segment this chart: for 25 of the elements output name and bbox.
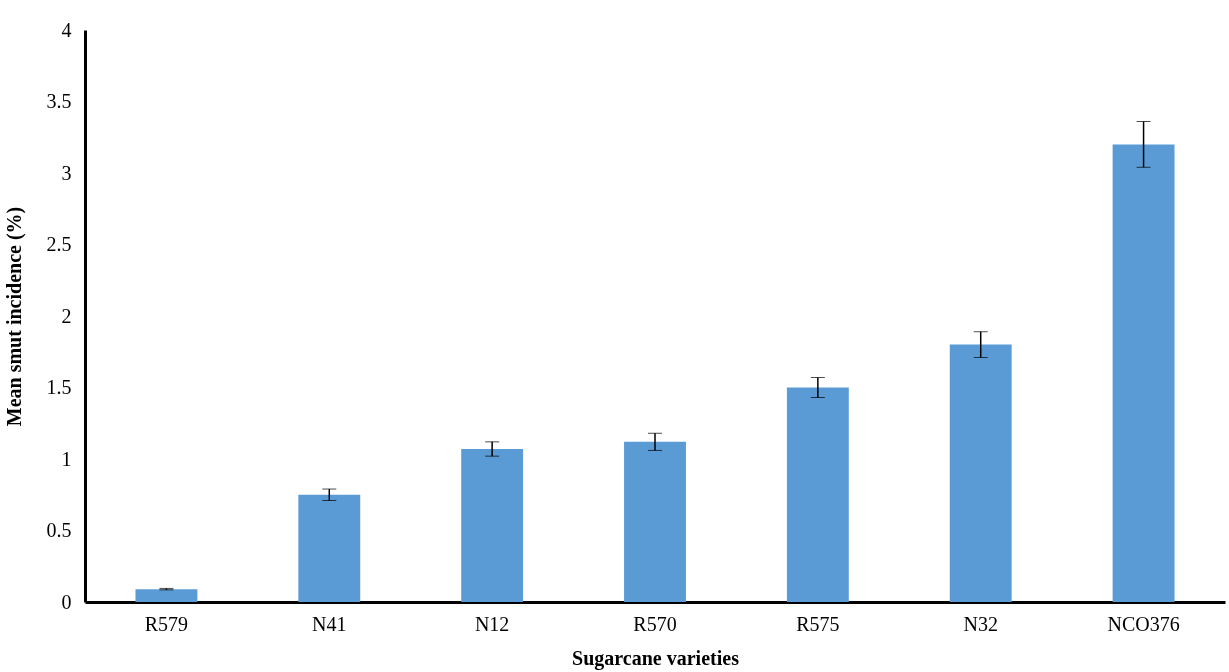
bar bbox=[949, 344, 1012, 602]
x-tick-label: R570 bbox=[633, 612, 677, 635]
bar bbox=[1112, 144, 1175, 602]
x-tick-label: N41 bbox=[312, 612, 347, 635]
y-tick-label: 0 bbox=[61, 590, 72, 613]
bar bbox=[135, 589, 198, 602]
x-tick-label: R579 bbox=[144, 612, 189, 635]
y-tick-label: 4 bbox=[61, 18, 72, 41]
x-tick-label: NCO376 bbox=[1107, 612, 1180, 635]
y-tick-label: 3 bbox=[61, 161, 72, 184]
bar bbox=[298, 494, 361, 602]
bar bbox=[461, 448, 524, 602]
y-tick-label: 3.5 bbox=[46, 90, 72, 112]
y-tick-label: 1 bbox=[61, 447, 72, 470]
y-axis-title: Mean smut incidence (%) bbox=[2, 206, 26, 427]
bar bbox=[786, 387, 849, 602]
x-tick-label: N32 bbox=[963, 612, 998, 635]
y-tick-label: 0.5 bbox=[46, 519, 72, 541]
y-tick-label: 2.5 bbox=[46, 233, 72, 255]
x-tick-label: R575 bbox=[796, 612, 840, 635]
bar bbox=[624, 441, 686, 602]
x-tick-label: N12 bbox=[474, 612, 510, 635]
x-axis-title: Sugarcane varieties bbox=[572, 646, 740, 670]
y-tick-label: 1.5 bbox=[46, 376, 72, 398]
y-tick-label: 2 bbox=[61, 304, 72, 327]
